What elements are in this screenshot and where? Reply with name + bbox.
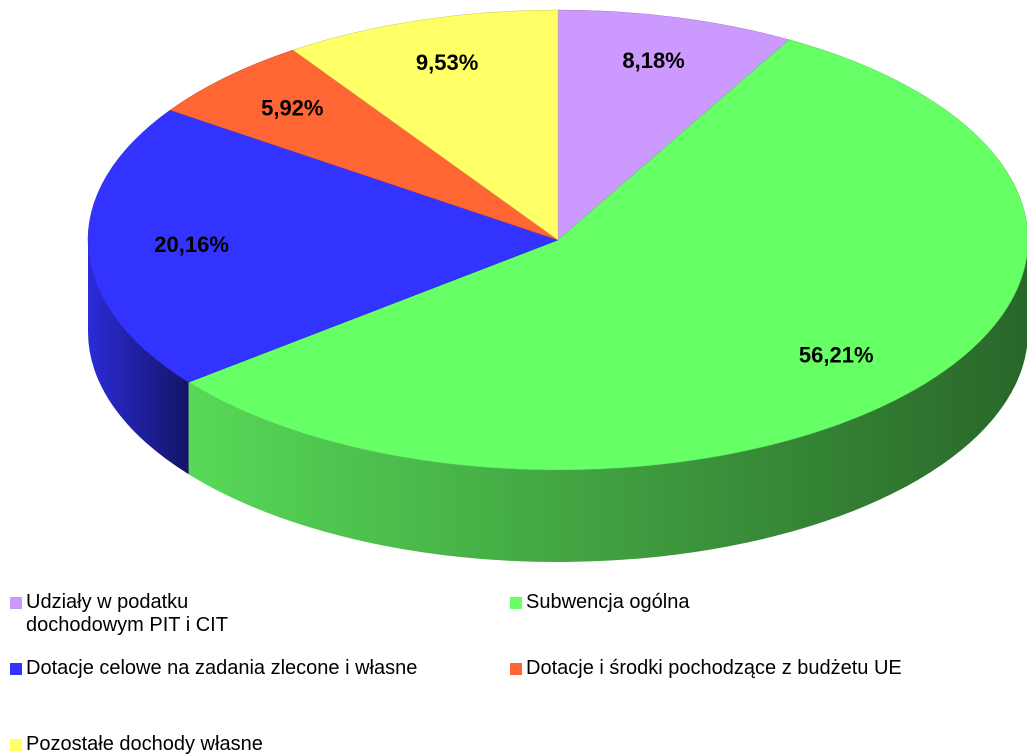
slice-side	[88, 240, 189, 475]
legend-swatch	[510, 663, 522, 675]
data-label: 20,16%	[154, 232, 229, 257]
data-label: 8,18%	[622, 48, 684, 73]
slice	[87, 109, 559, 383]
legend-item: Udziały w podatku dochodowym PIT i CIT	[10, 591, 270, 637]
pie-chart: 8,18% 56,21% 20,16% 5,92% 9,53%	[87, 9, 1027, 562]
slice	[557, 9, 790, 241]
slice	[188, 39, 1027, 471]
legend-swatch	[10, 739, 22, 751]
legend-swatch	[10, 663, 22, 675]
slice	[292, 9, 559, 241]
legend-label: Subwencja ogólna	[526, 591, 690, 613]
legend-label: Pozostałe dochody własne	[26, 733, 263, 755]
legend-label: Udziały w podatku dochodowym PIT i CIT	[26, 591, 228, 636]
legend-item: Dotacje celowe na zadania zlecone i włas…	[10, 657, 510, 680]
slice-side	[188, 254, 1027, 562]
legend-item: Pozostałe dochody własne	[10, 733, 510, 756]
legend-item: Dotacje i środki pochodzące z budżetu UE	[510, 657, 1020, 680]
data-label: 56,21%	[799, 343, 874, 368]
legend-item: Subwencja ogólna	[510, 591, 1010, 614]
legend-swatch	[510, 597, 522, 609]
legend-swatch	[10, 597, 22, 609]
data-label: 9,53%	[416, 50, 478, 75]
legend-label: Dotacje i środki pochodzące z budżetu UE	[526, 657, 902, 679]
legend-label: Dotacje celowe na zadania zlecone i włas…	[26, 657, 418, 679]
data-label: 5,92%	[261, 96, 323, 121]
slice	[169, 49, 559, 241]
